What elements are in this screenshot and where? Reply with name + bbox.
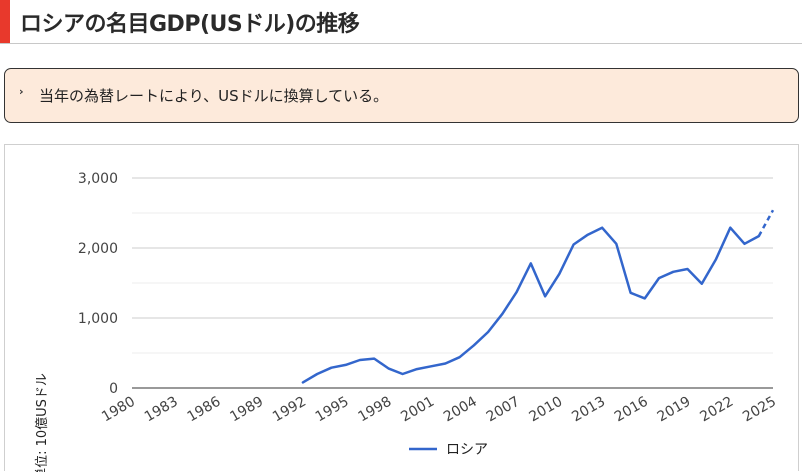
y-axis: 0 1,000 2,000 3,000	[78, 171, 118, 397]
title-accent-bar	[0, 0, 10, 43]
x-tick-label: 2016	[612, 394, 651, 426]
x-tick-label: 2022	[697, 394, 736, 426]
x-tick-label: 2004	[441, 394, 480, 426]
x-tick-label: 1992	[270, 394, 309, 426]
series-line	[301, 226, 761, 384]
x-tick-label: 1998	[356, 394, 395, 426]
note-text: 当年の為替レートにより、USドルに換算している。	[39, 87, 389, 105]
x-tick-label: 1983	[142, 394, 181, 426]
note-box: › 当年の為替レートにより、USドルに換算している。	[4, 68, 799, 123]
series-layer	[301, 209, 775, 384]
y-tick-label: 3,000	[78, 171, 118, 187]
series-projection-line	[757, 209, 775, 237]
legend-label: ロシア	[446, 442, 488, 458]
x-tick-label: 2025	[740, 394, 779, 426]
chart-frame: 0 1,000 2,000 3,000 1980 1983 1986 1989 1992 199…	[4, 144, 799, 476]
y-tick-label: 1,000	[78, 311, 118, 327]
x-axis: 1980 1983 1986 1989 1992 1995 1998 2001 2004 2007…	[99, 394, 779, 426]
y-tick-label: 2,000	[78, 241, 118, 257]
x-tick-label: 2007	[484, 394, 523, 426]
x-tick-label: 1995	[313, 394, 352, 426]
x-tick-label: 1980	[99, 394, 138, 426]
legend: ロシア	[409, 442, 488, 458]
y-axis-label: 単位: 10億USドル	[34, 373, 50, 472]
x-tick-label: 2010	[526, 394, 565, 426]
y-tick-label: 0	[109, 381, 118, 397]
page-header: ロシアの名目GDP(USドル)の推移	[0, 0, 802, 44]
chevron-right-icon: ›	[19, 85, 24, 98]
grid-layer	[132, 177, 773, 389]
x-tick-label: 1989	[227, 394, 266, 426]
x-tick-label: 2001	[398, 394, 437, 426]
x-tick-label: 2013	[569, 394, 608, 426]
x-tick-label: 1986	[185, 394, 224, 426]
x-tick-label: 2019	[655, 394, 694, 426]
page-title: ロシアの名目GDP(USドル)の推移	[20, 12, 360, 37]
